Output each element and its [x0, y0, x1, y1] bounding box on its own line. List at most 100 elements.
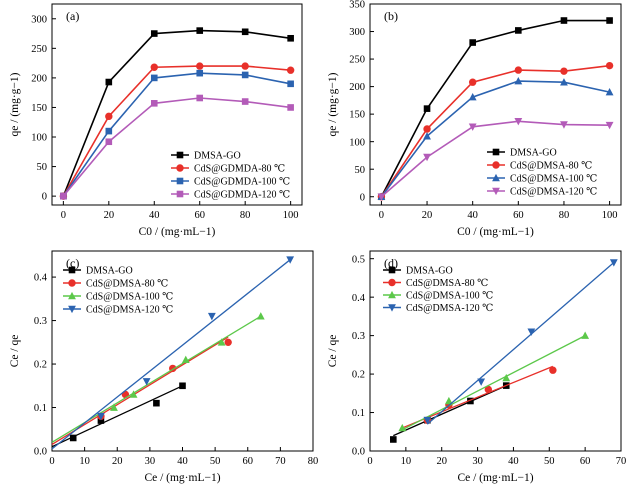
plot-frame	[51, 3, 303, 206]
x-tick-label: 0	[367, 456, 372, 467]
y-tick-label: 200	[31, 73, 47, 84]
data-point	[105, 127, 113, 135]
y-tick-label: 0.0	[352, 447, 365, 458]
x-tick-label: 80	[559, 210, 570, 221]
legend-marker	[176, 164, 184, 172]
y-axis-title: qe / (mg·g−1)	[9, 72, 21, 136]
y-tick-label: 100	[349, 137, 365, 148]
x-tick-label: 100	[602, 210, 618, 221]
data-point	[105, 78, 113, 86]
data-point	[241, 98, 249, 105]
x-tick-label: 80	[240, 210, 251, 221]
legend-label: CdS@DMSA-120 ℃	[406, 303, 493, 314]
legend-marker	[68, 266, 76, 274]
data-point	[142, 378, 151, 386]
series-line	[380, 120, 610, 198]
x-tick-label: 20	[422, 210, 433, 221]
x-tick-label: 60	[243, 456, 254, 467]
y-tick-label: 250	[349, 55, 365, 66]
legend-marker	[176, 177, 184, 185]
legend-label: CdS@DMSA-80 ℃	[510, 161, 592, 172]
x-tick-label: 20	[436, 456, 447, 467]
y-tick-label: 250	[31, 44, 47, 55]
data-point	[502, 373, 511, 382]
x-tick-label: 70	[616, 456, 627, 467]
y-tick-label: 300	[349, 27, 365, 38]
legend-marker	[492, 148, 500, 156]
y-tick-label: 150	[349, 110, 365, 121]
x-tick-label: 80	[308, 456, 319, 467]
data-point	[515, 27, 522, 34]
data-point	[605, 61, 614, 70]
y-tick-label: 0.5	[352, 254, 365, 265]
x-tick-label: 40	[467, 210, 478, 221]
legend-label: DMSA-GO	[406, 266, 453, 277]
data-point	[423, 416, 432, 425]
legend-marker	[388, 278, 396, 287]
data-point	[207, 312, 216, 321]
legend-label: CdS@DMSA-100 ℃	[86, 292, 173, 303]
x-axis-title: Ce / (mg·mL−1)	[144, 472, 220, 484]
data-point	[241, 62, 249, 70]
legend-marker	[492, 161, 500, 169]
x-axis-title: Ce / (mg·mL−1)	[457, 472, 533, 484]
y-tick-label: 150	[31, 103, 47, 114]
x-tick-label: 60	[194, 210, 205, 221]
data-point	[287, 104, 294, 111]
x-tick-label: 60	[513, 210, 524, 221]
panel-label: (c)	[66, 256, 79, 270]
x-tick-label: 40	[508, 456, 519, 467]
legend-label: CdS@DMSA-80 ℃	[86, 279, 168, 290]
legend-marker	[492, 187, 500, 196]
data-point	[97, 417, 105, 424]
panel-label: (b)	[384, 9, 398, 23]
y-tick-label: 0.4	[352, 293, 366, 304]
series-2	[377, 61, 614, 201]
data-point	[398, 423, 407, 432]
x-tick-label: 50	[544, 456, 555, 467]
legend-label: CdS@GDMDA-80 ℃	[194, 164, 285, 175]
y-axis-title: qe / (mg·g−1)	[327, 72, 339, 136]
series-2	[59, 62, 295, 200]
data-point	[423, 125, 431, 133]
x-tick-label: 20	[104, 210, 115, 221]
legend-marker	[388, 290, 396, 299]
y-tick-label: 50	[355, 165, 366, 176]
series-3	[377, 76, 614, 201]
legend-label: CdS@GDMDA-120 ℃	[194, 190, 290, 201]
y-tick-label: 200	[349, 82, 365, 93]
x-tick-label: 60	[580, 456, 591, 467]
x-tick-label: 10	[79, 456, 90, 467]
legend-marker	[68, 291, 76, 300]
data-point	[468, 78, 477, 86]
legend-label: CdS@DMSA-120 ℃	[86, 305, 173, 316]
data-point	[390, 436, 397, 443]
legend-label: CdS@DMSA-80 ℃	[406, 278, 488, 289]
x-tick-label: 40	[149, 210, 160, 221]
y-tick-label: 0.1	[34, 403, 47, 414]
panel-label: (a)	[66, 9, 79, 23]
data-point	[606, 17, 613, 24]
data-point	[514, 117, 523, 126]
data-point	[129, 390, 138, 398]
y-tick-label: 0	[360, 192, 365, 203]
legend: DMSA-GO CdS@DMSA-80 ℃ CdS@DMSA-100 ℃ CdS@DM…	[63, 266, 173, 316]
y-tick-label: 0.4	[34, 273, 48, 284]
data-point	[150, 30, 158, 37]
y-tick-label: 0.1	[352, 408, 365, 419]
data-point	[527, 328, 536, 336]
x-tick-label: 20	[112, 456, 123, 467]
x-tick-label: 100	[283, 210, 299, 221]
data-point	[97, 412, 105, 421]
legend-marker	[176, 151, 184, 159]
x-tick-label: 50	[210, 456, 221, 467]
panel-label: (d)	[384, 256, 398, 270]
fit-line	[393, 385, 507, 437]
data-point	[241, 71, 249, 79]
chart-panel-4: 0 10 20 30 40 50 60 70 0.0 0.1 0.2 0.3 0.4 0.5 (d) Ce /…	[327, 250, 627, 484]
legend-label: DMSA-GO	[86, 266, 133, 277]
data-point	[514, 76, 523, 85]
plot-frame	[369, 3, 622, 206]
